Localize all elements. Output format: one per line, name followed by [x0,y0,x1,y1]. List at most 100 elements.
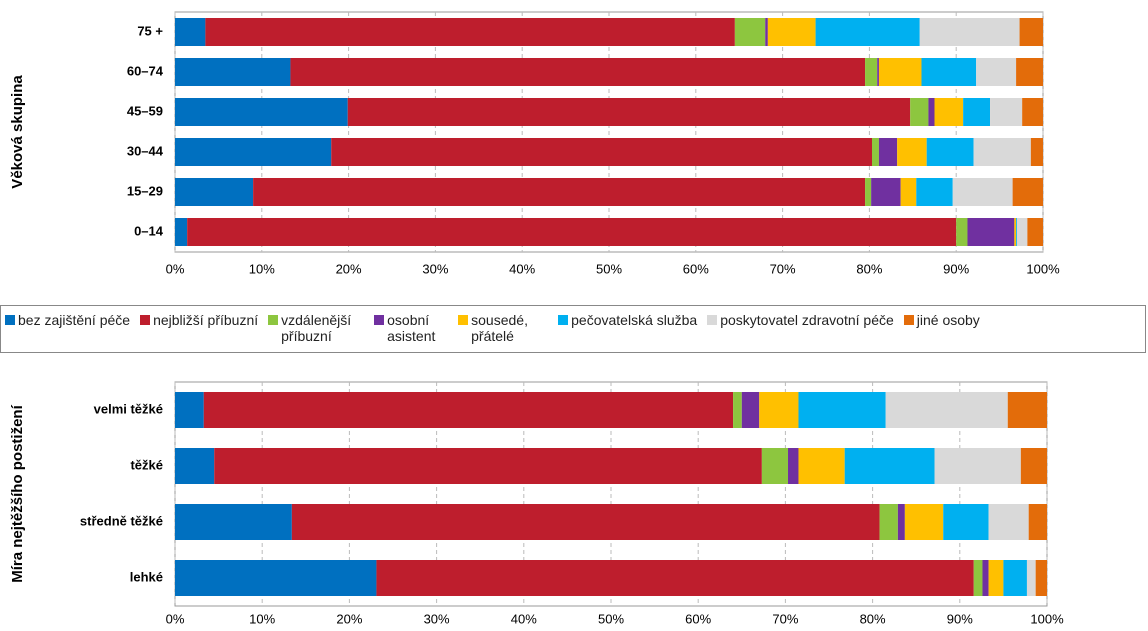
legend-item: jiné osoby [903,312,980,352]
legend-label: bez zajištění péče [18,312,131,328]
bar-segment [733,392,742,428]
bar-segment [175,138,332,166]
x-tick-label: 30% [422,261,448,276]
legend-label: jiné osoby [916,312,980,328]
bar-segment [879,504,898,540]
x-tick-label: 40% [509,261,535,276]
bar-segment [1020,448,1047,484]
bar-segment [952,178,1013,206]
bar-segment [990,98,1023,126]
legend-label: osobní asistent [387,312,436,344]
y-tick-label: 45–59 [127,103,163,118]
bar-segment [916,178,953,206]
legend-item: nejbližší příbuzní [140,312,258,352]
x-tick-label: 10% [249,261,275,276]
bar-segment [205,18,735,46]
y-tick-label: 0–14 [134,223,164,238]
bar-segment [904,504,944,540]
y-tick-label: 15–29 [127,183,163,198]
x-tick-label: 60% [685,611,711,626]
legend-swatch [458,315,469,325]
x-tick-label: 70% [770,261,796,276]
bar-segment [291,504,880,540]
bar-segment [290,58,866,86]
bar-segment [921,58,977,86]
bar-segment [926,138,974,166]
bar-segment [878,58,922,86]
bar-segment [865,58,878,86]
bar-segment [967,218,1015,246]
bar-segment [175,178,254,206]
bar-segment [973,560,983,596]
legend-label: sousedé, přátelé [471,312,528,344]
legend-swatch [268,315,279,325]
x-tick-label: 30% [424,611,450,626]
bar-segment [1007,392,1047,428]
bar-segment [175,504,292,540]
bar-segment [175,560,377,596]
bar-segment [203,392,734,428]
y-tick-label: středně těžké [80,513,163,528]
bar-segment [956,218,968,246]
bar-segment [815,18,920,46]
y-tick-label: těžké [130,457,163,472]
bar-segment [897,138,927,166]
y-tick-label: lehké [130,569,163,584]
bar-segment [734,18,766,46]
bar-segment [928,98,935,126]
legend-label: pečovatelská služba [571,312,698,328]
legend-swatch [5,315,15,325]
legend-swatch [140,315,151,325]
y-tick-label: 75 + [137,23,163,38]
x-tick-label: 80% [860,611,886,626]
bar-segment [767,18,816,46]
bar-segment [741,392,760,428]
bar-segment [1016,58,1043,86]
y-axis-label: Věková skupina [9,75,26,189]
bar-segment [331,138,873,166]
x-tick-label: 50% [598,611,624,626]
legend-label: vzdálenější příbuzní [281,312,352,344]
bar-segment [175,392,204,428]
x-tick-label: 90% [947,611,973,626]
bar-segment [788,448,799,484]
bar-segment [175,448,215,484]
legend-item: poskytovatel zdravotní péče [707,312,894,352]
y-axis-label: Míra nejtěžšího postižení [9,404,26,582]
x-tick-label: 50% [596,261,622,276]
bar-segment [175,58,291,86]
bar-segment [765,18,768,46]
y-tick-label: velmi těžké [94,401,163,416]
x-tick-label: 80% [856,261,882,276]
bar-segment [943,504,989,540]
legend-item: pečovatelská služba [558,312,697,352]
legend-item: vzdálenější příbuzní [268,312,364,352]
bar-segment [910,98,929,126]
x-tick-label: 0% [166,611,185,626]
bar-segment [1028,504,1047,540]
x-tick-label: 60% [683,261,709,276]
x-tick-label: 100% [1026,261,1060,276]
bar-segment [253,178,866,206]
legend-swatch [707,315,718,325]
bar-segment [798,448,845,484]
bar-segment [798,392,886,428]
bar-segment [1030,138,1043,166]
legend-swatch [558,315,569,325]
bar-segment [844,448,935,484]
x-tick-label: 0% [166,261,185,276]
bar-segment [1012,178,1043,206]
y-tick-label: 60–74 [127,63,164,78]
legend-label: poskytovatel zdravotní péče [720,312,894,328]
bar-segment [865,178,872,206]
bar-segment [878,138,898,166]
bar-segment [871,178,901,206]
bar-segment [976,58,1017,86]
legend-label: nejbližší příbuzní [153,312,259,328]
bar-segment [1027,218,1043,246]
bar-segment [1016,218,1028,246]
x-tick-label: 20% [336,261,362,276]
bar-segment [1026,560,1036,596]
